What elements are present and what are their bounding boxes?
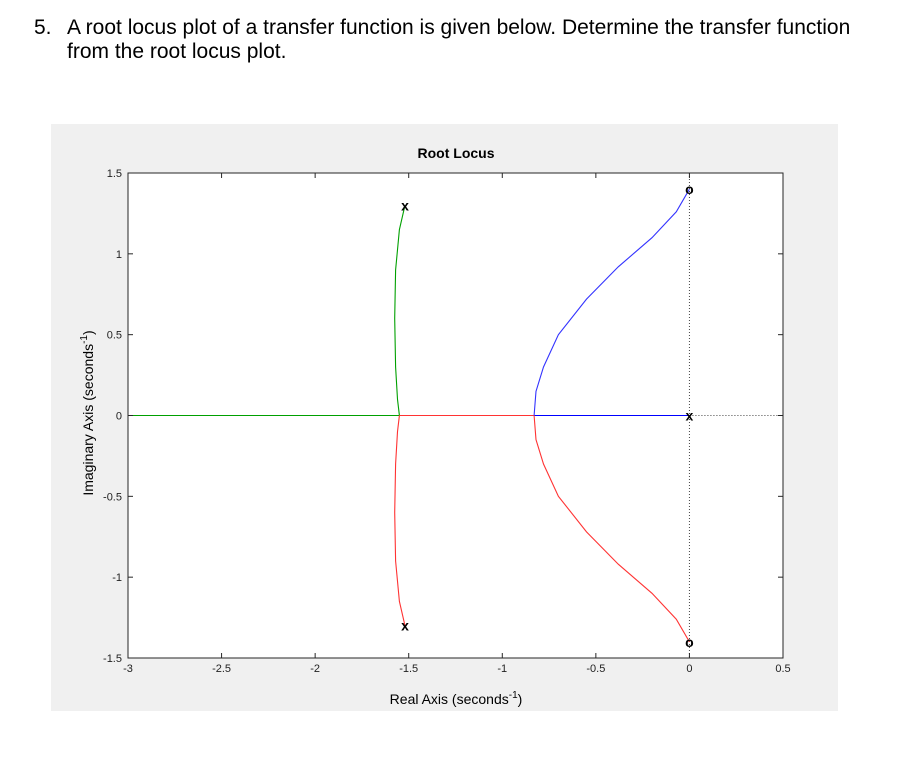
x-tick-label: 0 [686,663,692,675]
zero-marker: o [685,181,694,197]
chart-title: Root Locus [418,145,495,161]
x-axis-label-exponent: -1 [509,690,518,701]
pole-marker: x [401,197,409,213]
y-tick-label: 1.5 [107,168,122,180]
y-axis-label-text: Imaginary Axis (seconds [80,344,96,496]
x-tick-label: -3 [123,663,133,675]
root-locus-figure: -3 -2.5 -2 -1.5 -1 -0.5 0 0.5 -1.5 -1 -0.5 0 0.5 1 1.5… [51,124,838,711]
y-tick-label: 1 [116,249,122,261]
question-text: A root locus plot of a transfer function… [67,16,851,63]
x-tick-label: 0.5 [775,663,790,675]
locus-branch-2 [394,415,406,626]
y-tick-label: -1 [112,572,122,584]
pole-marker: x [686,408,694,424]
y-axis-label-close: ) [80,330,96,335]
x-axis-label-close: ) [518,691,523,707]
y-tick-label: -0.5 [103,491,122,503]
y-axis-label: Imaginary Axis (seconds-1) [79,330,96,495]
x-tick-label: -1.5 [399,663,418,675]
x-tick-label: -2.5 [212,663,231,675]
locus-branch-6 [533,415,690,643]
locus-branch-5 [533,188,690,416]
x-tick-label: -2 [310,663,320,675]
y-tick-label: 0.5 [107,330,122,342]
locus-branch-0 [394,205,406,416]
chart-marks-layer: -3 -2.5 -2 -1.5 -1 -0.5 0 0.5 -1.5 -1 -0.5 0 0.5 1 1.5… [103,168,791,675]
x-axis-label-text: Real Axis (seconds [390,691,509,707]
y-tick-label: -1.5 [103,653,122,665]
x-axis-label: Real Axis (seconds-1) [390,690,523,707]
pole-marker: x [401,618,409,634]
x-tick-label: -0.5 [586,663,605,675]
x-tick-label: -1 [497,663,507,675]
root-locus-chart: -3 -2.5 -2 -1.5 -1 -0.5 0 0.5 -1.5 -1 -0.5 0 0.5 1 1.5… [79,145,791,707]
question-number: 5. [34,16,52,39]
y-tick-label: 0 [116,411,122,423]
y-axis-label-exponent: -1 [79,335,90,344]
zero-marker: o [685,634,694,650]
